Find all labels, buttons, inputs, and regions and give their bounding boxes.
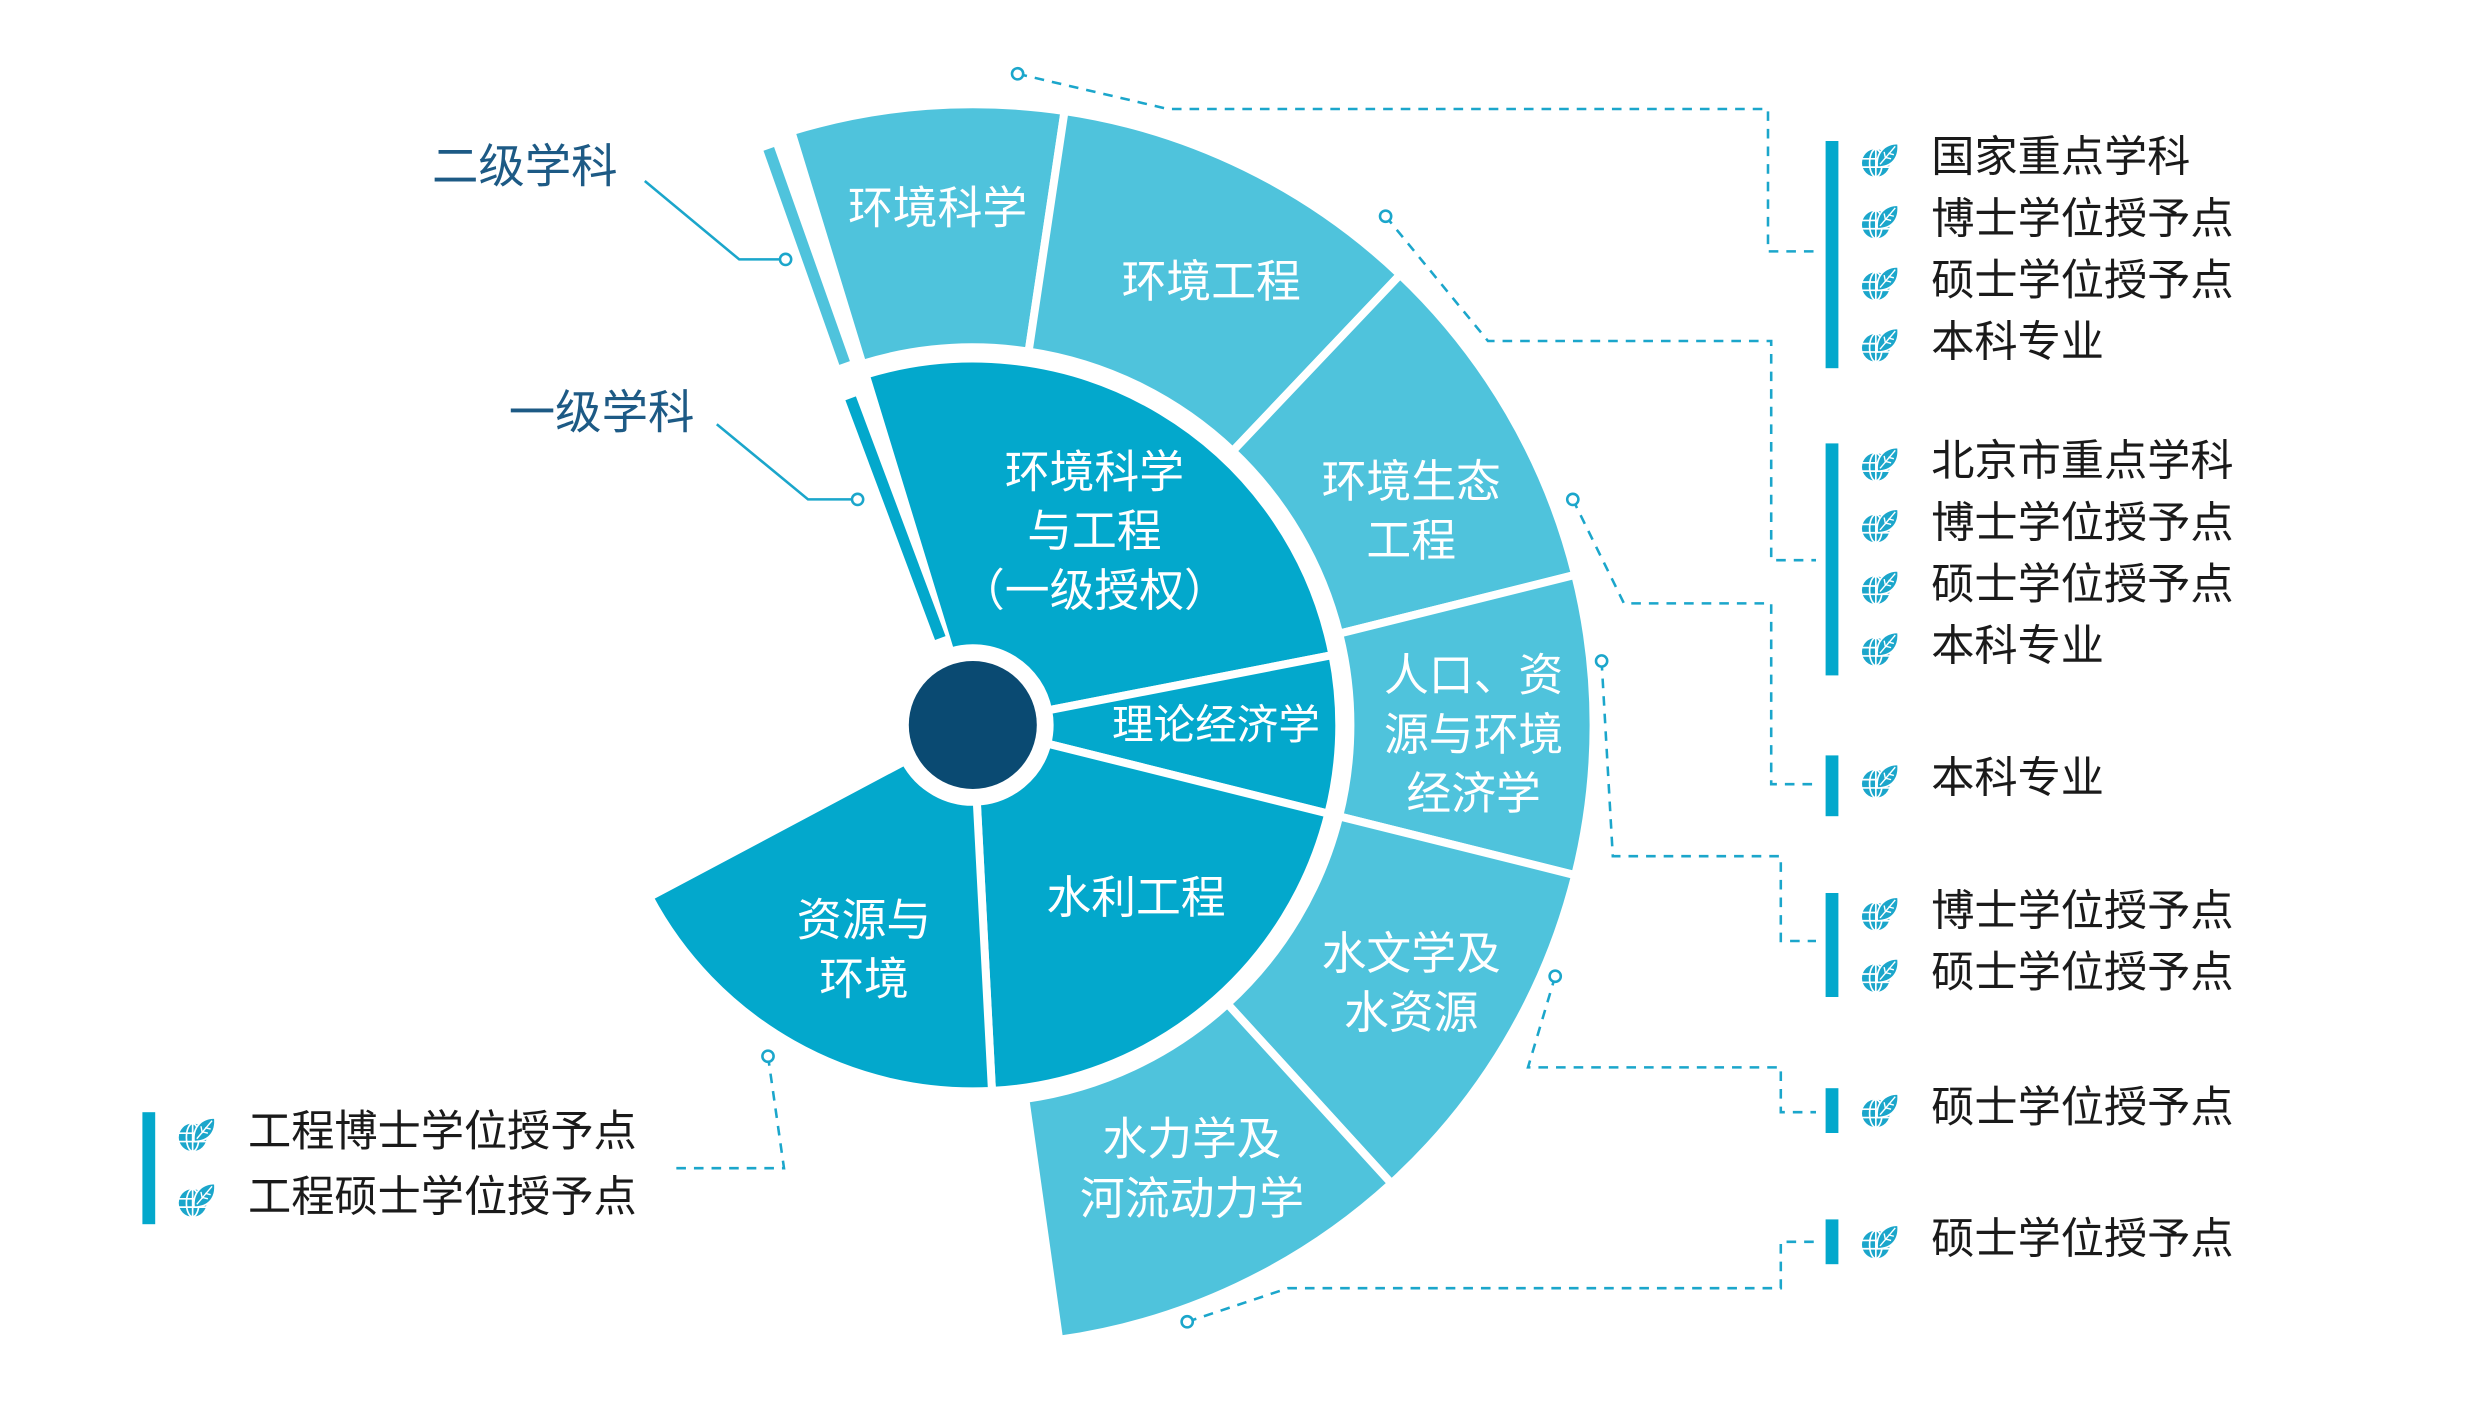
connector-dot [1565, 492, 1580, 507]
sector-env-science-label: 环境科学 [848, 181, 1027, 234]
legend-item: 硕士学位授予点 [1931, 1214, 2233, 1264]
legend-bar [1825, 893, 1839, 997]
legend-group: 硕士学位授予点 [1825, 1214, 2234, 1265]
globe-leaf-icon [1861, 508, 1900, 544]
sector-population-resource-econ-label: 经济学 [1406, 767, 1540, 820]
legend-bar [1825, 1219, 1839, 1265]
level1-bar [845, 396, 946, 641]
sector-population-resource-econ-label: 源与环境 [1384, 708, 1563, 761]
connector-line [1600, 660, 1816, 943]
connector-line [1571, 498, 1816, 786]
connector-line [1526, 975, 1816, 1114]
legend-bar [1825, 141, 1839, 369]
sector-env-ecology-eng-label: 环境生态 [1322, 455, 1501, 508]
sector-env-sci-eng-label: （一级授权） [960, 564, 1229, 617]
sector-env-sci-eng-label: 环境科学 [1005, 445, 1184, 498]
globe-leaf-icon [1861, 896, 1900, 932]
sector-env-sci-eng [860, 354, 1338, 716]
legend-bar [1825, 755, 1839, 817]
level1-callout: 一级学科 [509, 386, 695, 440]
sector-env-sci-eng-label: 与工程 [1027, 505, 1161, 558]
connector-dot [1180, 1314, 1195, 1329]
legend-item: 本科专业 [1931, 754, 2104, 804]
legend-item: 本科专业 [1931, 622, 2104, 672]
level2-callout: 二级学科 [432, 139, 618, 193]
level1-callout-line [715, 423, 856, 501]
legend-item: 硕士学位授予点 [1931, 1083, 2233, 1133]
connector-line [1384, 215, 1816, 562]
connector-dot [1010, 66, 1025, 81]
globe-leaf-icon [1861, 569, 1900, 605]
connector-dot [1378, 209, 1393, 224]
sector-hydraulics-river-dynamics-label: 河流动力学 [1080, 1172, 1304, 1225]
sector-hydraulic-engineering [972, 738, 1334, 1096]
level2-bar [763, 146, 850, 365]
legend-item: 工程硕士学位授予点 [248, 1173, 637, 1223]
center-circle [908, 661, 1037, 789]
sector-population-resource-econ-label: 人口、资 [1384, 649, 1563, 702]
legend-group: 硕士学位授予点 [1825, 1083, 2234, 1133]
legend-item: 硕士学位授予点 [1931, 560, 2233, 610]
sector-hydraulic-engineering-label: 水利工程 [1046, 871, 1225, 924]
sector-hydrology-water-resources-label: 水文学及 [1322, 927, 1501, 980]
legend-group: 本科专业 [1825, 754, 2104, 817]
globe-leaf-icon [1861, 1224, 1900, 1260]
sector-hydraulics-river-dynamics-label: 水力学及 [1102, 1113, 1281, 1166]
sector-env-ecology-eng-label: 工程 [1366, 514, 1456, 567]
globe-leaf-icon [1861, 446, 1900, 482]
sector-theoretical-economics-label: 理论经济学 [1112, 700, 1320, 749]
legend-item: 北京市重点学科 [1931, 437, 2233, 487]
level2-callout-line [643, 180, 784, 261]
connector-line [1186, 1240, 1816, 1324]
legend-item: 硕士学位授予点 [1931, 948, 2233, 998]
legend-bar [142, 1112, 156, 1225]
globe-leaf-icon [1861, 265, 1900, 301]
globe-leaf-icon [177, 1182, 216, 1218]
sector-resources-environment [643, 755, 997, 1096]
legend-item: 硕士学位授予点 [1931, 256, 2233, 306]
globe-leaf-icon [1861, 763, 1900, 799]
globe-leaf-icon [1861, 957, 1900, 993]
connector-dot [850, 492, 865, 507]
globe-leaf-icon [177, 1117, 216, 1153]
legend-bar [1825, 443, 1839, 676]
sector-hydrology-water-resources-label: 水资源 [1344, 986, 1478, 1039]
connector-line [672, 1056, 786, 1170]
globe-leaf-icon [1861, 1093, 1900, 1129]
globe-leaf-icon [1861, 204, 1900, 240]
globe-leaf-icon [1861, 327, 1900, 363]
connector-dot [778, 252, 793, 267]
legend-item: 工程博士学位授予点 [248, 1107, 637, 1157]
sector-resources-environment-label: 环境 [819, 953, 909, 1006]
sector-env-engineering-label: 环境工程 [1122, 255, 1301, 308]
sector-resources-environment-label: 资源与 [797, 893, 931, 946]
sector-theoretical-economics [1042, 650, 1344, 819]
connector-dot [1548, 969, 1563, 984]
sector-hydraulics-river-dynamics [1020, 998, 1398, 1345]
legend-item: 博士学位授予点 [1931, 194, 2233, 244]
legend-item: 本科专业 [1931, 318, 2104, 368]
legend-bar [1825, 1088, 1839, 1133]
connector-dot [1594, 654, 1609, 668]
globe-leaf-icon [1861, 142, 1900, 178]
legend-item: 博士学位授予点 [1931, 886, 2233, 936]
legend-item: 国家重点学科 [1931, 133, 2190, 183]
legend-item: 博士学位授予点 [1931, 498, 2233, 548]
globe-leaf-icon [1861, 631, 1900, 667]
connector-dot [761, 1049, 775, 1064]
